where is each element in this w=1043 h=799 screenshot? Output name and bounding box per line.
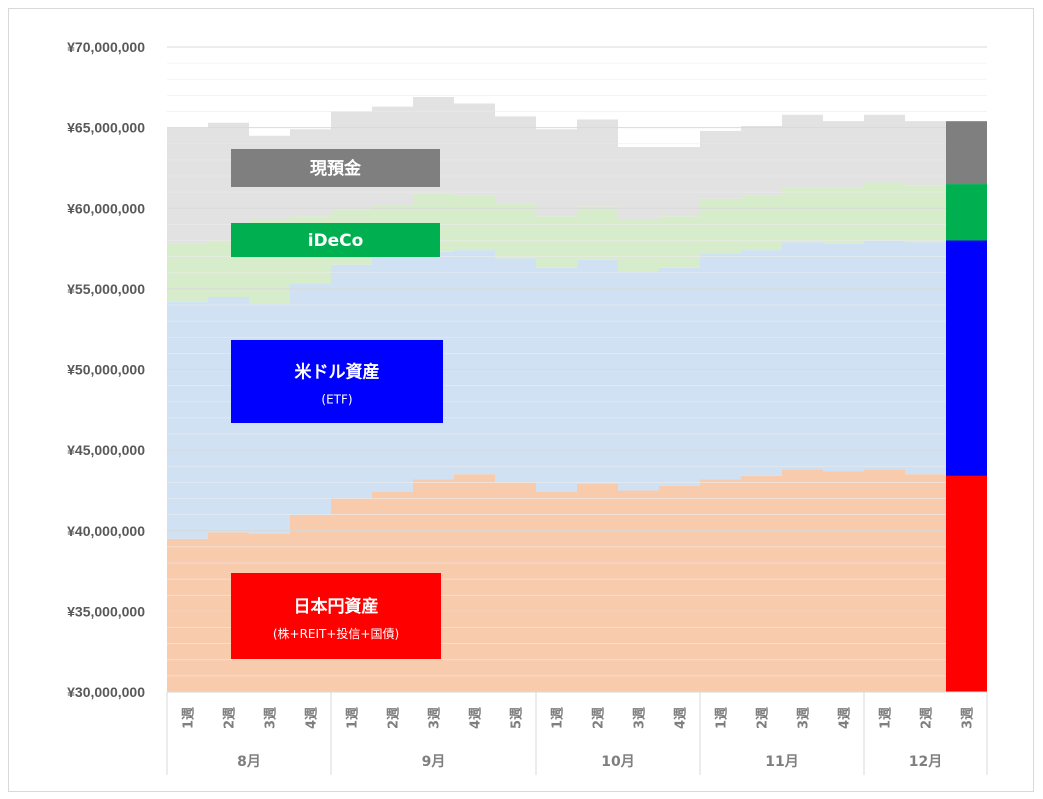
x-week-label: 1週 [182,707,197,729]
y-tick-label: ¥35,000,000 [67,603,145,619]
y-tick-label: ¥60,000,000 [67,200,145,216]
x-week-label: 2週 [223,707,238,729]
series-area-2 [167,240,946,539]
y-tick-label: ¥65,000,000 [67,120,145,136]
series-area-4 [167,96,946,244]
series-labels: 現預金 iDeCo 米ドル資産 (ETF) 日本円資産 (株+REIT+投信+国債) [231,149,443,659]
x-week-label: 1週 [715,707,730,729]
y-tick-label: ¥30,000,000 [67,684,145,700]
latest-bar-segment-4 [946,121,987,185]
x-month-label: 9月 [422,754,446,770]
x-week-label: 1週 [879,707,894,729]
series-label-box [231,340,443,423]
x-week-label: 3週 [264,707,279,729]
series-label-title: 現預金 [310,158,362,179]
y-tick-label: ¥70,000,000 [67,39,145,55]
x-week-label: 3週 [961,707,976,729]
x-week-label: 1週 [346,707,361,729]
series-label-box [231,149,440,187]
x-month-label: 12月 [909,754,942,770]
series-area-3 [167,182,946,304]
x-month-label: 8月 [237,754,261,770]
x-week-label: 4週 [838,707,853,729]
series-label-box [231,573,441,659]
series-label-box [231,223,440,257]
latest-bar-segment-3 [946,184,987,241]
x-month-label: 11月 [765,754,798,770]
series-label-title: iDeCo [308,231,364,251]
x-week-label: 2週 [920,707,935,729]
x-week-label: 3週 [633,707,648,729]
latest-bar-segment-1 [946,475,987,692]
x-week-label: 3週 [797,707,812,729]
latest-bar-segment-2 [946,240,987,476]
x-week-label: 5週 [510,707,525,729]
y-tick-label: ¥45,000,000 [67,442,145,458]
x-week-label: 2週 [592,707,607,729]
series-label-subtitle: (ETF) [321,393,352,407]
latest-week-column [946,121,987,692]
y-tick-label: ¥40,000,000 [67,523,145,539]
series-label-title: 日本円資産 [294,596,379,617]
x-week-label: 2週 [387,707,402,729]
y-tick-label: ¥50,000,000 [67,362,145,378]
x-week-label: 4週 [305,707,320,729]
stacked-area-chart: ¥30,000,000 ¥35,000,000 ¥40,000,000 ¥45,000… [67,39,988,775]
x-week-label: 4週 [469,707,484,729]
series-label-title: 米ドル資産 [295,362,380,383]
chart-frame: ¥30,000,000 ¥35,000,000 ¥40,000,000 ¥45,000… [8,8,1034,792]
x-week-label: 3週 [428,707,443,729]
x-week-label: 1週 [551,707,566,729]
x-week-label: 2週 [756,707,771,729]
x-month-label: 10月 [601,754,634,770]
series-label-subtitle: (株+REIT+投信+国債) [273,626,399,641]
y-axis: ¥30,000,000 ¥35,000,000 ¥40,000,000 ¥45,000… [67,39,145,700]
y-tick-label: ¥55,000,000 [67,281,145,297]
x-axis: 1週 2週 3週 4週 1週 2週 3週 4週 5週 1週 2週 3週 4週 1週 2週 3週 4週 1週 2週 3週… [166,691,988,775]
x-week-label: 4週 [674,707,689,729]
